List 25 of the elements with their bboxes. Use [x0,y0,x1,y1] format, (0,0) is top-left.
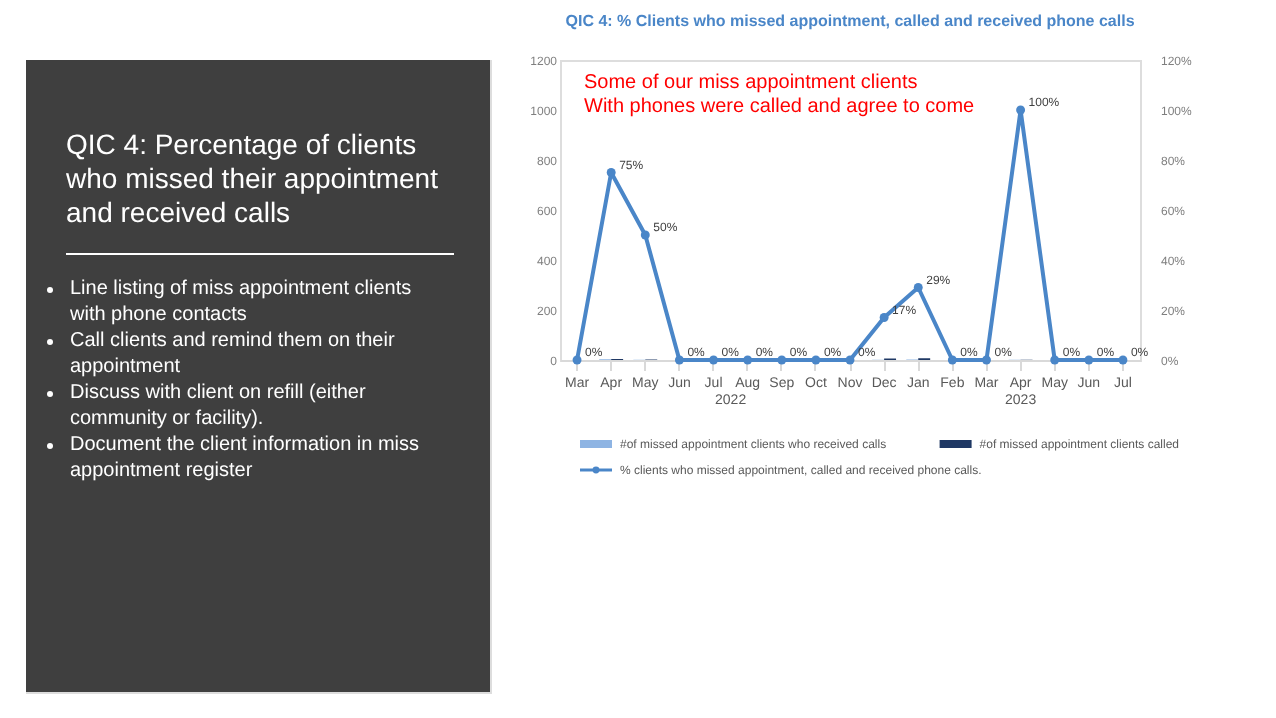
point [640,230,650,240]
text: Line listing of miss appointment clients with phone contacts [68,278,412,326]
point [947,355,957,365]
point [982,355,991,365]
point [1050,355,1060,365]
annotation: Some of our miss appointment clients [584,72,918,94]
text: QIC 4: Percentage of clients who missed their appointment and received calls [64,128,439,228]
point [674,355,684,365]
chart-title: QIC 4: % Clients who missed appointment, called and received phone calls [565,12,1136,30]
point [572,355,582,365]
point [709,355,718,365]
text: Discuss with client on refill (either community or facility). [70,382,367,430]
point [879,313,889,322]
point [1016,105,1026,115]
point [1084,355,1094,365]
annotation: With phones were called and agree to come [584,96,976,118]
point [1118,355,1128,365]
point [743,355,753,365]
point [606,168,616,177]
point [777,355,787,365]
text: Call clients and remind them on their appointment [70,330,396,378]
point [913,283,923,292]
point [811,355,821,365]
text: Document the client information in miss appointment register [70,434,420,482]
point [845,355,855,365]
